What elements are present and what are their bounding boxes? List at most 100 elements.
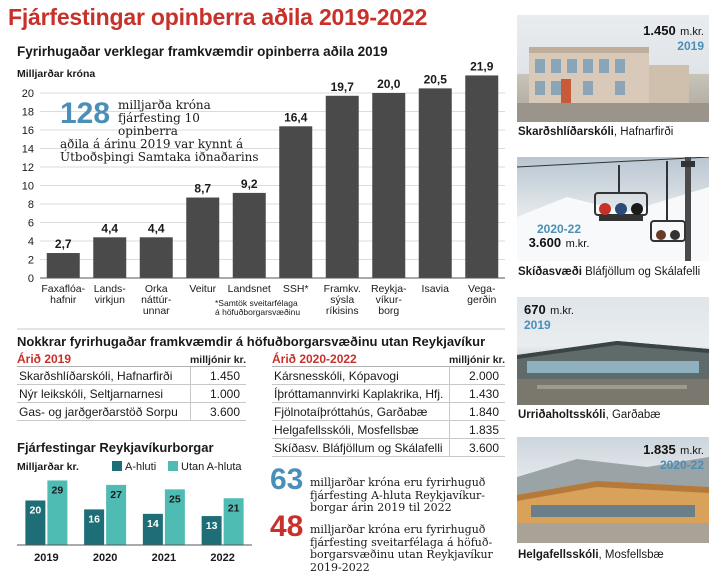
callout-63-line3: borgar árin 2019 til 2022 <box>310 501 452 514</box>
page-title: Fjárfestingar opinberra aðila 2019-2022 <box>8 4 428 30</box>
x-category-label: 2021 <box>152 552 176 564</box>
x-category-label: virkjun <box>95 294 126 306</box>
callout-48-line2: fjárfesting sveitarfélaga á höfuð- <box>310 535 493 549</box>
bar-value-label: 20,5 <box>424 72 448 86</box>
legend-label: Utan A-hluta <box>181 461 242 473</box>
x-category-label: Veitur <box>189 283 216 295</box>
x-category-label: Lands- <box>94 283 127 295</box>
bar-value-label: 4,4 <box>148 221 165 235</box>
x-category-label: sýsla <box>330 294 354 306</box>
bar-value-label: 21 <box>228 502 240 514</box>
row-name: Fjölnotaíþróttahús, Garðabæ <box>274 404 428 419</box>
photo1-amount: 1.450 <box>643 23 676 38</box>
row-name: Íþróttamannvirki Kaplakrika, Hfj. <box>274 386 444 401</box>
bar-value-label: 21,9 <box>470 59 494 73</box>
photo4-amount: 1.835 <box>643 442 676 457</box>
x-category-label: borg <box>378 305 399 317</box>
photo2-caption-rest: Bláfjöllum og Skálafelli <box>581 266 701 278</box>
row-value: 1.430 <box>449 385 505 402</box>
photo4-caption: Helgafellsskóli, Mosfellsbæ <box>518 549 664 561</box>
photo2-badge: 2020-22 3.600 m.kr. <box>524 222 594 251</box>
photo2-unit: m.kr. <box>565 238 590 250</box>
footnote-line: á höfuðborgarsvæðinu <box>215 307 300 317</box>
table-row: Fjölnotaíþróttahús, Garðabæ 1.840 <box>272 403 505 421</box>
photo-skidasvaedi <box>517 157 709 261</box>
bar-value-label: 19,7 <box>331 80 355 94</box>
row-name: Nýr leikskóli, Seltjarnarnesi <box>19 386 164 401</box>
legend-label: A-hluti <box>125 461 156 473</box>
row-value: 1.835 <box>449 421 505 438</box>
callout-63: 63 milljarðar króna eru fyrirhuguð fjárf… <box>270 463 510 515</box>
row-value: 2.000 <box>449 367 505 384</box>
row-value: 1.000 <box>190 385 246 402</box>
y-tick-label: 18 <box>22 107 34 119</box>
table-2020-unit: milljónir kr. <box>448 354 505 366</box>
callout-63-number: 63 <box>270 463 304 496</box>
photo1-caption-bold: Skarðshlíðarskóli <box>518 126 614 138</box>
school-building-photo-icon <box>517 457 709 543</box>
table-2019-head: Árið 2019 milljónir kr. <box>17 352 246 367</box>
photo-skardshlidarskoli <box>517 15 709 122</box>
callout-128-line4: Útboðsþingi Samtaka iðnaðarins <box>60 150 259 164</box>
callout-128-line2: fjárfesting 10 opinberra <box>118 111 200 138</box>
bar-value-label: 16 <box>88 513 100 525</box>
legend-swatch <box>168 461 178 471</box>
x-category-label: hafnir <box>50 294 77 306</box>
bar-value-label: 16,4 <box>284 110 308 124</box>
school-building-photo-icon <box>517 47 709 122</box>
row-name: Skarðshlíðarskóli, Hafnarfirði <box>19 368 173 383</box>
bar-value-label: 2,7 <box>55 237 72 251</box>
photo4-caption-rest: , Mosfellsbæ <box>598 549 664 561</box>
x-category-label: Vega- <box>468 283 496 295</box>
ski-lift-photo-icon <box>517 157 709 261</box>
x-category-label: Faxaflóa- <box>41 283 85 295</box>
table-2020-2022: Árið 2020-2022 milljónir kr. Kársnesskól… <box>272 352 505 457</box>
callout-48-line3: borgarsvæðinu utan Reykjavíkur 2019-2022 <box>310 548 493 574</box>
row-name: Helgafellsskóli, Mosfellsbæ <box>274 422 419 437</box>
row-value: 1.450 <box>190 367 246 384</box>
x-category-label: gerðin <box>467 294 496 306</box>
x-category-label: 2020 <box>93 552 117 564</box>
y-tick-label: 2 <box>28 255 34 267</box>
photo-urridaholtsskoli <box>517 297 709 405</box>
callout-48-number: 48 <box>270 510 304 543</box>
bar-value-label: 29 <box>52 484 64 496</box>
x-category-label: Framkv. <box>324 283 361 295</box>
callout-48: 48 milljarðar króna eru fyrirhuguð fjárf… <box>270 510 510 574</box>
x-category-label: 2022 <box>210 552 234 564</box>
x-category-label: Orka <box>145 283 168 295</box>
main-bar-chart: 0 2 4 6 8 10 12 14 16 18 20 2,7 Faxaflóa-hafnir 4,4 La… <box>22 59 505 317</box>
bar-value-label: 9,2 <box>241 177 258 191</box>
photo2-amount: 3.600 <box>528 235 562 250</box>
x-category-label: Reykja- <box>371 283 407 295</box>
row-value: 3.600 <box>449 439 505 456</box>
photo2-year: 2020-22 <box>536 222 582 236</box>
photo1-unit: m.kr. <box>680 26 704 38</box>
y-tick-label: 8 <box>28 199 34 211</box>
bar <box>465 75 499 278</box>
bar-value-label: 25 <box>169 493 181 505</box>
bar-value-label: 14 <box>147 518 159 530</box>
y-tick-label: 6 <box>28 218 34 230</box>
school-building-photo-icon <box>517 341 709 405</box>
y-tick-label: 0 <box>28 273 34 285</box>
photo4-unit: m.kr. <box>680 445 704 457</box>
photo1-badge: 1.450 m.kr. 2019 <box>636 23 704 54</box>
x-category-label: SSH* <box>283 283 309 295</box>
photo2-caption: Skíðasvæði Bláfjöllum og Skálafelli <box>518 266 700 278</box>
rvk-chart-legend: A-hluti Utan A-hluta <box>112 461 242 473</box>
photo4-year: 2020-22 <box>659 458 704 472</box>
table-2019-heading: Árið 2019 <box>17 352 72 366</box>
main-chart-ylabel: Milljarðar króna <box>17 68 95 80</box>
photo3-year: 2019 <box>524 318 551 332</box>
row-name: Kársnesskóli, Kópavogi <box>274 368 399 383</box>
callout-128: 128 milljarða króna fjárfesting 10 opinb… <box>60 99 260 164</box>
bar-value-label: 27 <box>110 489 122 501</box>
x-category-label: Isavia <box>422 283 450 295</box>
photo2-caption-bold: Skíðasvæði <box>518 266 582 278</box>
callout-128-line3: aðila á árinu 2019 var kynnt á <box>60 137 244 151</box>
bar-value-label: 20 <box>30 504 42 516</box>
bar <box>139 237 173 278</box>
photo3-caption: Urriðaholtsskóli, Garðabæ <box>518 409 661 421</box>
